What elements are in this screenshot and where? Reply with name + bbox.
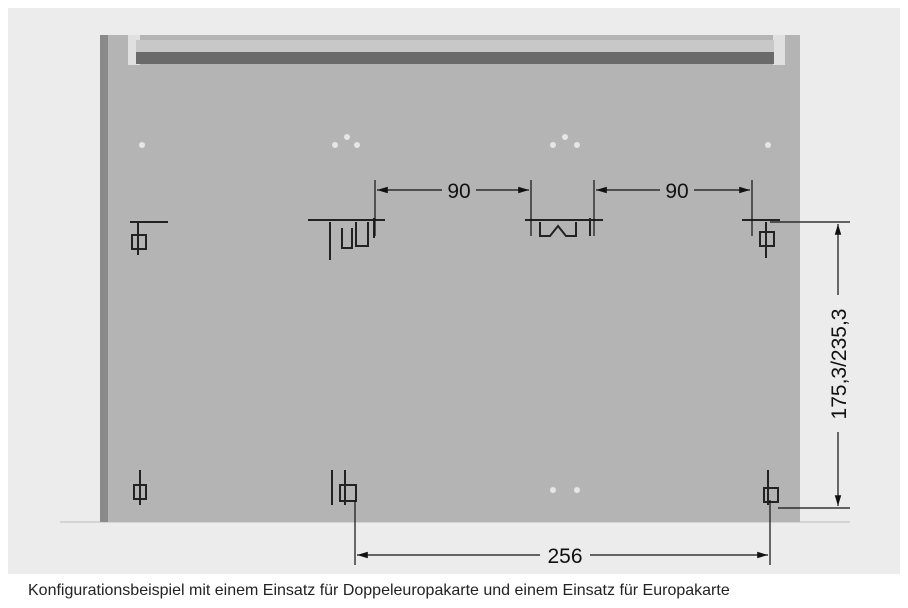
dimension-label: 90 [447,180,470,203]
dimension-label: 175,3/235,3 [828,309,851,420]
dimension-label: 256 [547,545,582,568]
panel-edge [100,35,108,522]
rail-top [136,40,774,52]
dimension-lines [354,180,850,565]
rail [136,52,774,64]
fittings [130,218,780,505]
caption: Konfigurationsbeispiel mit einem Einsatz… [28,582,730,599]
rail-end [773,35,785,65]
holes [139,134,771,493]
panel [100,35,800,522]
dimension-label: 90 [665,180,688,203]
